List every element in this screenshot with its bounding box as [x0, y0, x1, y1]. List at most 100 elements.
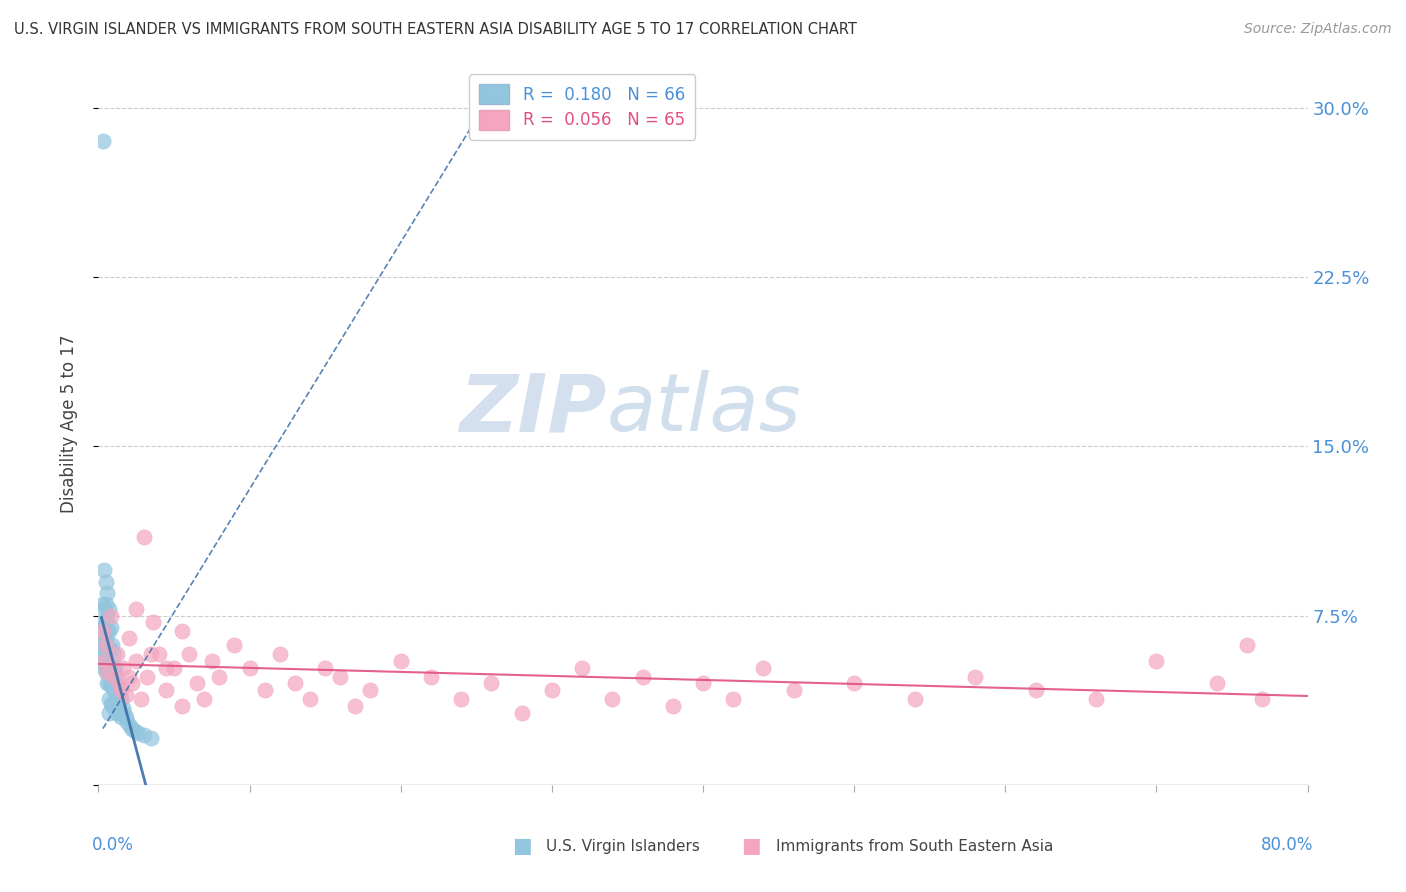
Point — [481, 676, 503, 690]
Point — [193, 692, 215, 706]
Point — [112, 706, 135, 720]
Point — [179, 647, 201, 661]
Point — [118, 669, 141, 683]
Point — [120, 719, 142, 733]
Point — [121, 722, 143, 736]
Point — [284, 676, 307, 690]
Point — [110, 710, 132, 724]
Point — [314, 660, 336, 674]
Point — [253, 683, 276, 698]
Point — [96, 642, 118, 657]
Point — [121, 676, 143, 690]
Point — [96, 586, 118, 600]
Point — [108, 688, 131, 702]
Point — [110, 692, 132, 706]
Text: ■: ■ — [512, 836, 531, 855]
Point — [96, 608, 118, 623]
Point — [148, 647, 170, 661]
Point — [98, 706, 121, 720]
Point — [602, 692, 624, 706]
Point — [98, 660, 121, 674]
Point — [94, 631, 117, 645]
Point — [101, 697, 124, 711]
Point — [783, 683, 806, 698]
Point — [201, 654, 224, 668]
Point — [155, 660, 177, 674]
Point — [104, 679, 127, 693]
Point — [186, 676, 208, 690]
Point — [844, 676, 866, 690]
Text: atlas: atlas — [606, 370, 801, 449]
Point — [103, 665, 125, 679]
Point — [723, 692, 745, 706]
Point — [1251, 692, 1274, 706]
Point — [96, 676, 118, 690]
Point — [105, 688, 128, 702]
Point — [91, 654, 114, 668]
Point — [100, 660, 122, 674]
Point — [96, 660, 118, 674]
Point — [100, 679, 122, 693]
Point — [103, 701, 125, 715]
Point — [91, 624, 114, 639]
Y-axis label: Disability Age 5 to 17: Disability Age 5 to 17 — [59, 334, 77, 513]
Point — [163, 660, 186, 674]
Point — [94, 598, 117, 612]
Point — [114, 688, 136, 702]
Point — [571, 660, 593, 674]
Point — [965, 669, 987, 683]
Point — [93, 602, 115, 616]
Point — [98, 642, 121, 657]
Point — [98, 692, 121, 706]
Point — [103, 669, 125, 683]
Point — [101, 679, 124, 693]
Point — [93, 654, 115, 668]
Point — [100, 697, 122, 711]
Point — [510, 706, 533, 720]
Point — [100, 642, 122, 657]
Point — [93, 642, 115, 657]
Text: Source: ZipAtlas.com: Source: ZipAtlas.com — [1244, 22, 1392, 37]
Point — [124, 723, 146, 738]
Point — [692, 676, 714, 690]
Point — [389, 654, 412, 668]
Point — [100, 620, 122, 634]
Legend: R =  0.180   N = 66, R =  0.056   N = 65: R = 0.180 N = 66, R = 0.056 N = 65 — [470, 74, 695, 139]
Point — [108, 679, 131, 693]
Point — [170, 698, 193, 713]
Point — [111, 660, 134, 674]
Point — [115, 714, 138, 729]
Point — [661, 698, 683, 713]
Point — [420, 669, 443, 683]
Point — [110, 683, 132, 698]
Point — [540, 683, 562, 698]
Point — [141, 731, 163, 745]
Point — [105, 647, 128, 661]
Point — [91, 631, 114, 645]
Point — [105, 669, 128, 683]
Point — [103, 683, 125, 698]
Point — [1085, 692, 1108, 706]
Text: ■: ■ — [741, 836, 761, 855]
Point — [101, 638, 124, 652]
Point — [208, 669, 231, 683]
Point — [94, 647, 117, 661]
Point — [94, 638, 117, 652]
Point — [104, 697, 127, 711]
Point — [96, 624, 118, 639]
Point — [329, 669, 352, 683]
Point — [904, 692, 927, 706]
Text: Immigrants from South Eastern Asia: Immigrants from South Eastern Asia — [776, 839, 1053, 855]
Point — [118, 631, 141, 645]
Point — [90, 654, 112, 668]
Point — [93, 620, 115, 634]
Point — [100, 608, 122, 623]
Point — [135, 669, 157, 683]
Point — [141, 647, 163, 661]
Point — [269, 647, 291, 661]
Point — [96, 665, 118, 679]
Point — [129, 692, 152, 706]
Point — [344, 698, 367, 713]
Point — [631, 669, 654, 683]
Point — [94, 615, 117, 630]
